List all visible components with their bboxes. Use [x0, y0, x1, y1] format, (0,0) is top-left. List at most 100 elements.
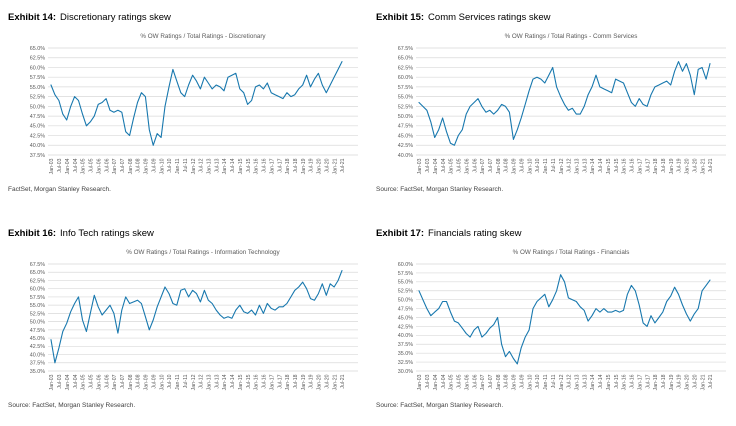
svg-text:Jan-15: Jan-15	[238, 374, 244, 390]
svg-text:Jul-07: Jul-07	[488, 158, 494, 172]
svg-text:Jan-13: Jan-13	[575, 374, 581, 390]
svg-text:Jan-18: Jan-18	[285, 158, 291, 174]
svg-text:Jan-09: Jan-09	[144, 374, 150, 390]
comm-services-line-chart: 67.5% 65.0% 62.5% 60.0% 57.5% 55.0% 52.5% 50.0%…	[398, 46, 726, 174]
svg-text:Jan-20: Jan-20	[685, 158, 691, 174]
svg-text:Jul-06: Jul-06	[472, 374, 478, 388]
svg-text:Jan-12: Jan-12	[191, 374, 197, 390]
svg-text:Jan-05: Jan-05	[81, 374, 87, 390]
svg-text:57.5%: 57.5%	[398, 271, 413, 277]
svg-text:Jul-14: Jul-14	[598, 158, 604, 172]
svg-text:65.0%: 65.0%	[30, 46, 45, 52]
chart-title: % OW Ratings / Total Ratings - Financial…	[512, 249, 630, 256]
svg-text:Jan-17: Jan-17	[269, 374, 275, 390]
svg-text:Jan-15: Jan-15	[606, 158, 612, 174]
svg-text:62.5%: 62.5%	[30, 56, 45, 62]
svg-text:Jul-19: Jul-19	[309, 374, 315, 388]
svg-text:62.5%: 62.5%	[30, 278, 45, 284]
svg-text:Jul-11: Jul-11	[183, 374, 189, 388]
svg-text:Jul-21: Jul-21	[708, 374, 714, 388]
svg-text:60.0%: 60.0%	[30, 287, 45, 293]
svg-text:Jul-18: Jul-18	[661, 374, 667, 388]
svg-text:Jan-08: Jan-08	[128, 374, 134, 390]
svg-text:Jan-13: Jan-13	[207, 374, 213, 390]
svg-text:Jul-16: Jul-16	[630, 158, 636, 172]
svg-text:Jan-03: Jan-03	[49, 158, 55, 174]
svg-text:47.5%: 47.5%	[30, 114, 45, 120]
svg-text:Jul-09: Jul-09	[151, 374, 157, 388]
svg-text:42.5%: 42.5%	[398, 143, 413, 149]
svg-text:Jul-10: Jul-10	[535, 158, 541, 172]
svg-text:52.5%: 52.5%	[398, 104, 413, 110]
svg-text:37.5%: 37.5%	[30, 153, 45, 159]
svg-text:Jan-09: Jan-09	[144, 158, 150, 174]
svg-text:Jan-14: Jan-14	[590, 158, 596, 174]
svg-text:52.5%: 52.5%	[30, 95, 45, 101]
svg-text:Jan-07: Jan-07	[112, 158, 118, 174]
svg-text:Jul-05: Jul-05	[457, 374, 463, 388]
svg-text:Jul-20: Jul-20	[692, 374, 698, 388]
svg-text:Jul-15: Jul-15	[246, 158, 252, 172]
exhibit-number: Exhibit 17:	[376, 228, 425, 239]
svg-text:Jan-03: Jan-03	[49, 374, 55, 390]
source-note: Source: FactSet, Morgan Stanley Research…	[376, 402, 504, 409]
svg-text:Jul-09: Jul-09	[519, 374, 525, 388]
svg-text:40.0%: 40.0%	[30, 143, 45, 149]
svg-text:Jan-21: Jan-21	[332, 158, 338, 174]
svg-text:67.5%: 67.5%	[398, 46, 413, 52]
svg-text:Jan-18: Jan-18	[285, 374, 291, 390]
svg-text:Jan-12: Jan-12	[559, 374, 565, 390]
svg-text:Jan-12: Jan-12	[191, 158, 197, 174]
svg-text:Jul-07: Jul-07	[120, 374, 126, 388]
svg-text:Jul-07: Jul-07	[120, 158, 126, 172]
svg-text:Jan-21: Jan-21	[332, 374, 338, 390]
svg-text:Jan-16: Jan-16	[622, 158, 628, 174]
svg-text:52.5%: 52.5%	[398, 289, 413, 295]
svg-text:Jan-08: Jan-08	[496, 374, 502, 390]
svg-text:Jan-17: Jan-17	[637, 374, 643, 390]
svg-text:Jul-09: Jul-09	[519, 158, 525, 172]
svg-text:37.5%: 37.5%	[398, 342, 413, 348]
svg-text:Jul-19: Jul-19	[677, 158, 683, 172]
svg-text:40.0%: 40.0%	[30, 352, 45, 358]
svg-text:47.5%: 47.5%	[30, 328, 45, 334]
svg-text:Jan-06: Jan-06	[96, 374, 102, 390]
svg-text:Jul-05: Jul-05	[457, 158, 463, 172]
svg-text:Jan-21: Jan-21	[700, 158, 706, 174]
svg-text:Jul-05: Jul-05	[89, 374, 95, 388]
svg-text:Jan-08: Jan-08	[496, 158, 502, 174]
svg-text:Jul-19: Jul-19	[677, 374, 683, 388]
svg-text:47.5%: 47.5%	[398, 306, 413, 312]
svg-text:67.5%: 67.5%	[30, 262, 45, 268]
svg-text:Jul-20: Jul-20	[324, 374, 330, 388]
exhibit-15-header: Exhibit 15: Comm Services ratings skew	[376, 12, 551, 23]
svg-text:Jan-13: Jan-13	[207, 158, 213, 174]
svg-text:Jan-14: Jan-14	[222, 158, 228, 174]
svg-text:Jan-08: Jan-08	[128, 158, 134, 174]
svg-text:65.0%: 65.0%	[398, 56, 413, 62]
svg-text:Jul-08: Jul-08	[504, 374, 510, 388]
exhibit-number: Exhibit 14:	[8, 12, 57, 23]
svg-text:47.5%: 47.5%	[398, 124, 413, 130]
svg-text:Jul-21: Jul-21	[708, 158, 714, 172]
svg-text:45.0%: 45.0%	[30, 124, 45, 130]
chart-title: % OW Ratings / Total Ratings - Informati…	[126, 249, 280, 256]
exhibit-title: Discretionary ratings skew	[60, 12, 171, 23]
svg-text:62.5%: 62.5%	[398, 65, 413, 71]
svg-text:Jul-08: Jul-08	[136, 158, 142, 172]
svg-text:Jul-17: Jul-17	[645, 374, 651, 388]
svg-text:Jan-10: Jan-10	[527, 158, 533, 174]
svg-text:57.5%: 57.5%	[30, 75, 45, 81]
svg-text:Jan-16: Jan-16	[254, 158, 260, 174]
svg-text:Jul-12: Jul-12	[199, 158, 205, 172]
svg-text:Jul-06: Jul-06	[472, 158, 478, 172]
exhibit-14-panel: Exhibit 14: Discretionary ratings skew % …	[8, 0, 368, 210]
svg-text:60.0%: 60.0%	[398, 262, 413, 268]
svg-text:Jul-11: Jul-11	[183, 158, 189, 172]
svg-text:57.5%: 57.5%	[30, 295, 45, 301]
svg-text:Jan-06: Jan-06	[464, 374, 470, 390]
svg-text:Jul-04: Jul-04	[441, 374, 447, 388]
svg-text:Jul-13: Jul-13	[214, 158, 220, 172]
svg-text:Jul-08: Jul-08	[504, 158, 510, 172]
svg-text:Jan-06: Jan-06	[464, 158, 470, 174]
